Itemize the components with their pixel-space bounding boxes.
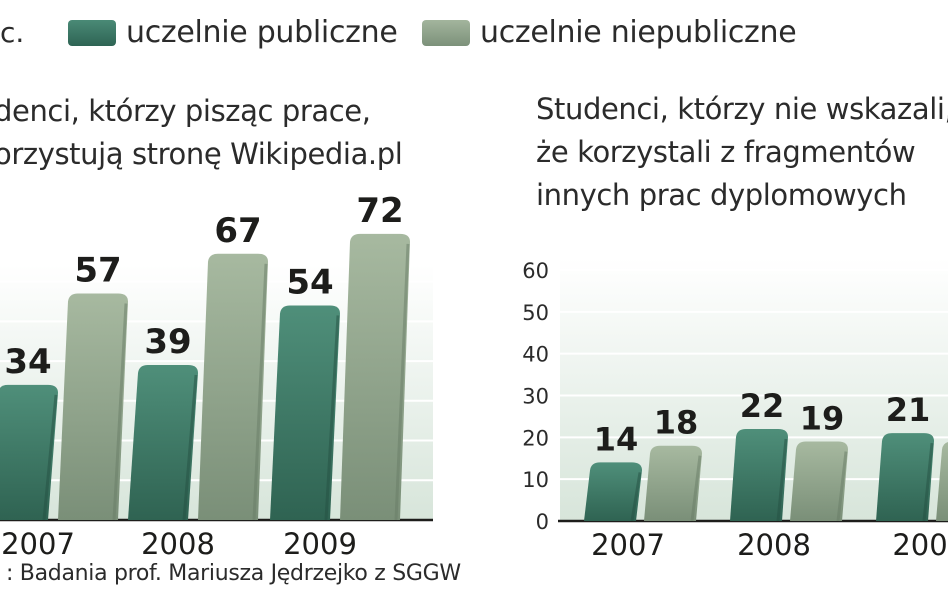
legend-item-private: uczelnie niepubliczne	[422, 15, 797, 50]
bar-edge	[182, 374, 198, 521]
x-tick-label: 2008	[141, 527, 215, 561]
data-label: 67	[214, 211, 261, 251]
legend-swatch-private	[422, 19, 470, 46]
y-tick-label: 20	[522, 426, 549, 450]
bar-edge	[112, 303, 128, 521]
y-tick-label: 50	[522, 301, 549, 325]
data-label: 39	[144, 322, 191, 362]
bar-edge	[922, 442, 934, 522]
bar-public	[876, 433, 934, 521]
bar-private	[198, 253, 268, 520]
bar-edge	[690, 455, 702, 522]
legend-label-public: uczelnie publiczne	[126, 15, 398, 50]
legend-label-private: uczelnie niepubliczne	[480, 15, 797, 50]
bar-edge	[42, 394, 58, 521]
data-label: 72	[356, 191, 403, 231]
legend-unit-text: c.	[0, 16, 25, 49]
x-tick-label: 2008	[737, 528, 811, 562]
bar-private	[644, 445, 702, 521]
y-tick-label: 30	[522, 385, 549, 409]
bar-edge	[324, 315, 340, 521]
source-note: : Badania prof. Mariusza Jędrzejko z SGG…	[6, 561, 461, 586]
bar-edge	[776, 438, 788, 522]
data-label: 14	[594, 420, 639, 458]
data-label: 34	[4, 342, 51, 382]
x-tick-label: 2009	[283, 527, 357, 561]
bar-edge	[630, 472, 642, 522]
data-label: 54	[286, 262, 333, 302]
bar-public	[0, 384, 58, 520]
bar-edge	[252, 263, 268, 521]
bar-edge	[836, 451, 848, 522]
x-tick-label: 200	[892, 528, 947, 562]
data-label: 19	[800, 400, 845, 438]
data-label: 21	[886, 391, 931, 429]
chart1-title: denci, którzy pisząc prace, orzystują st…	[0, 94, 403, 171]
bar-private	[58, 293, 128, 520]
data-label: 22	[740, 387, 785, 425]
bar-private	[340, 233, 410, 521]
y-tick-label: 0	[536, 510, 549, 534]
y-tick-label: 60	[522, 259, 549, 283]
legend-item-public: uczelnie publiczne	[68, 15, 398, 50]
chart1: 34 57 2007 39 67 2008 54 72 2009	[0, 191, 433, 561]
bar-public	[584, 462, 642, 521]
data-label: 19	[946, 400, 948, 438]
legend-swatch-public	[68, 19, 116, 46]
data-label: 57	[74, 251, 121, 291]
y-tick-label: 40	[522, 343, 549, 367]
bar-private	[790, 441, 848, 521]
chart2-title: Studenci, którzy nie wskazali, że korzys…	[536, 92, 948, 212]
bar-public	[128, 365, 198, 520]
bar-private	[936, 442, 948, 521]
chart2: 0 10 20 30 40 50 60 14 18 2007 22 19 2008 21 19 200	[522, 258, 948, 562]
x-tick-label: 2007	[591, 528, 665, 562]
y-tick-label: 10	[522, 468, 549, 492]
bar-public	[730, 428, 788, 521]
data-label: 18	[654, 404, 699, 442]
bar-public	[270, 305, 340, 520]
bar-edge	[394, 243, 410, 521]
x-tick-label: 2007	[1, 527, 75, 561]
